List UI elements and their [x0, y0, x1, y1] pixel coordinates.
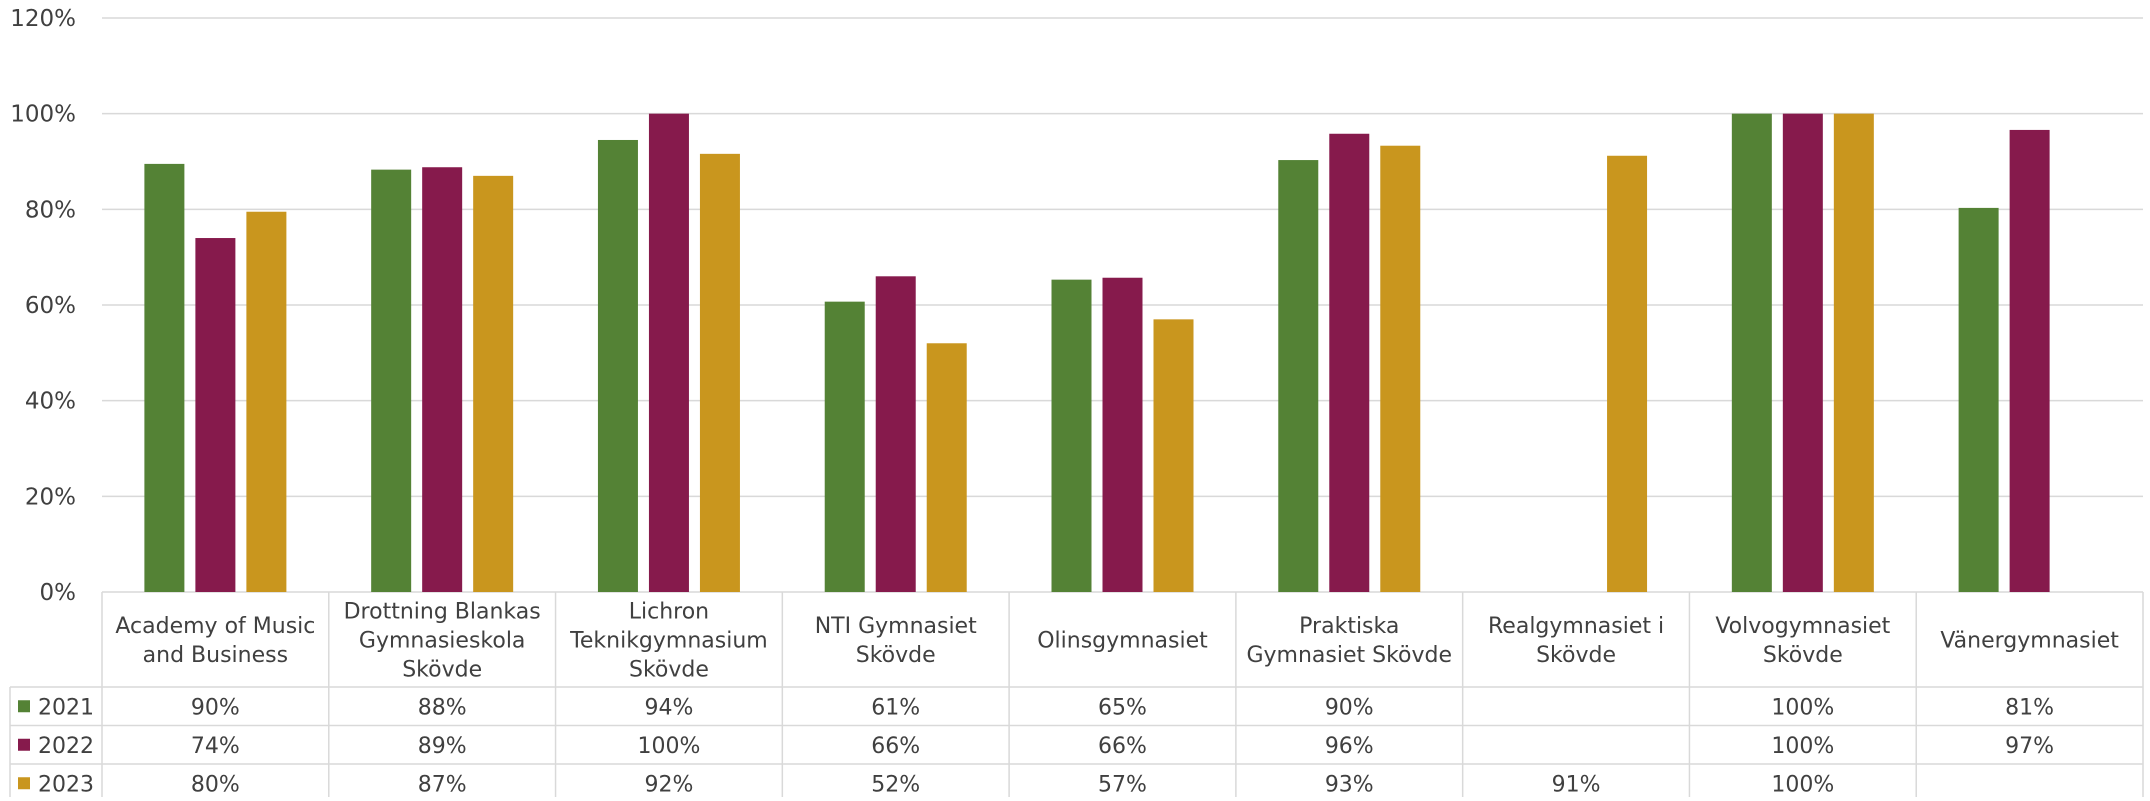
data-table-cell: 66% — [1098, 734, 1147, 759]
data-table-cell: 80% — [191, 772, 240, 797]
legend-key-2023 — [18, 777, 30, 790]
y-tick-label: 40% — [25, 389, 76, 415]
bar-2023 — [246, 211, 287, 592]
data-table-cell: 65% — [1098, 695, 1147, 720]
category-label: and Business — [143, 643, 288, 668]
bar-2022 — [1102, 277, 1143, 592]
bar-2021 — [1958, 207, 1999, 593]
data-table-cell: 87% — [418, 772, 467, 797]
data-table-cell: 57% — [1098, 772, 1147, 797]
data-table-cell: 91% — [1552, 772, 1601, 797]
category-label: Teknikgymnasium — [569, 629, 768, 654]
y-tick-label: 80% — [25, 197, 76, 223]
bar-2023 — [699, 153, 740, 592]
legend-key-2022 — [18, 738, 30, 751]
category-label: Volvogymnasiet — [1715, 614, 1890, 639]
data-table-cell: 94% — [644, 695, 693, 720]
bar-2022 — [648, 113, 689, 593]
legend-key-2021 — [18, 700, 30, 713]
category-label: Skövde — [1763, 643, 1843, 668]
data-table-cell: 97% — [2005, 734, 2054, 759]
bar-2021 — [371, 169, 412, 593]
data-table-cell: 100% — [1771, 772, 1834, 797]
category-label: NTI Gymnasiet — [815, 614, 977, 639]
legend-label: 2023 — [38, 772, 94, 797]
category-label: Realgymnasiet i — [1488, 614, 1664, 639]
y-tick-label: 100% — [10, 102, 76, 128]
category-label: Olinsgymnasiet — [1037, 629, 1208, 654]
data-table-cell: 100% — [637, 734, 700, 759]
bar-2021 — [1278, 160, 1319, 592]
y-tick-label: 60% — [25, 293, 76, 319]
y-tick-label: 20% — [25, 484, 76, 510]
bar-2021 — [824, 301, 865, 592]
category-label: Vänergymnasiet — [1940, 629, 2119, 654]
y-tick-label: 0% — [40, 580, 77, 606]
data-table-cell: 100% — [1771, 695, 1834, 720]
data-table-cell: 61% — [871, 695, 920, 720]
data-table-cell: 100% — [1771, 734, 1834, 759]
data-table-cell: 90% — [1325, 695, 1374, 720]
data-table-cell: 88% — [418, 695, 467, 720]
bar-2022 — [422, 167, 463, 593]
bar-2021 — [1731, 113, 1772, 593]
bar-2022 — [875, 276, 916, 592]
bar-2022 — [1329, 133, 1370, 593]
y-tick-label: 120% — [10, 6, 76, 32]
data-table-cell: 93% — [1325, 772, 1374, 797]
bar-2023 — [926, 343, 967, 592]
data-table-cell: 74% — [191, 734, 240, 759]
category-label: Drottning Blankas — [344, 600, 541, 625]
bar-2023 — [1380, 145, 1421, 592]
legend-label: 2021 — [38, 695, 94, 720]
category-label: Gymnasiet Skövde — [1246, 643, 1452, 668]
category-label: Skövde — [402, 658, 482, 683]
bar-2022 — [195, 238, 236, 593]
bar-2021 — [597, 139, 638, 592]
bar-2021 — [144, 163, 185, 592]
data-table-cell: 52% — [871, 772, 920, 797]
category-label: Skövde — [1536, 643, 1616, 668]
category-label: Lichron — [629, 600, 709, 625]
category-label: Skövde — [856, 643, 936, 668]
bar-2023 — [1153, 319, 1194, 592]
bar-2023 — [473, 175, 514, 592]
bar-2023 — [1607, 155, 1648, 592]
category-label: Gymnasieskola — [359, 629, 526, 654]
data-table-cell: 81% — [2005, 695, 2054, 720]
bar-2022 — [1782, 113, 1823, 593]
category-label: Praktiska — [1299, 614, 1399, 639]
bar-2022 — [2009, 129, 2050, 592]
data-table-cell: 92% — [644, 772, 693, 797]
data-table-cell: 89% — [418, 734, 467, 759]
data-table-cell: 96% — [1325, 734, 1374, 759]
data-table-cell: 90% — [191, 695, 240, 720]
bar-2021 — [1051, 279, 1092, 592]
category-label: Skövde — [629, 658, 709, 683]
legend-label: 2022 — [38, 734, 94, 759]
bar-2023 — [1833, 113, 1874, 593]
category-label: Academy of Music — [115, 614, 315, 639]
data-table-cell: 66% — [871, 734, 920, 759]
